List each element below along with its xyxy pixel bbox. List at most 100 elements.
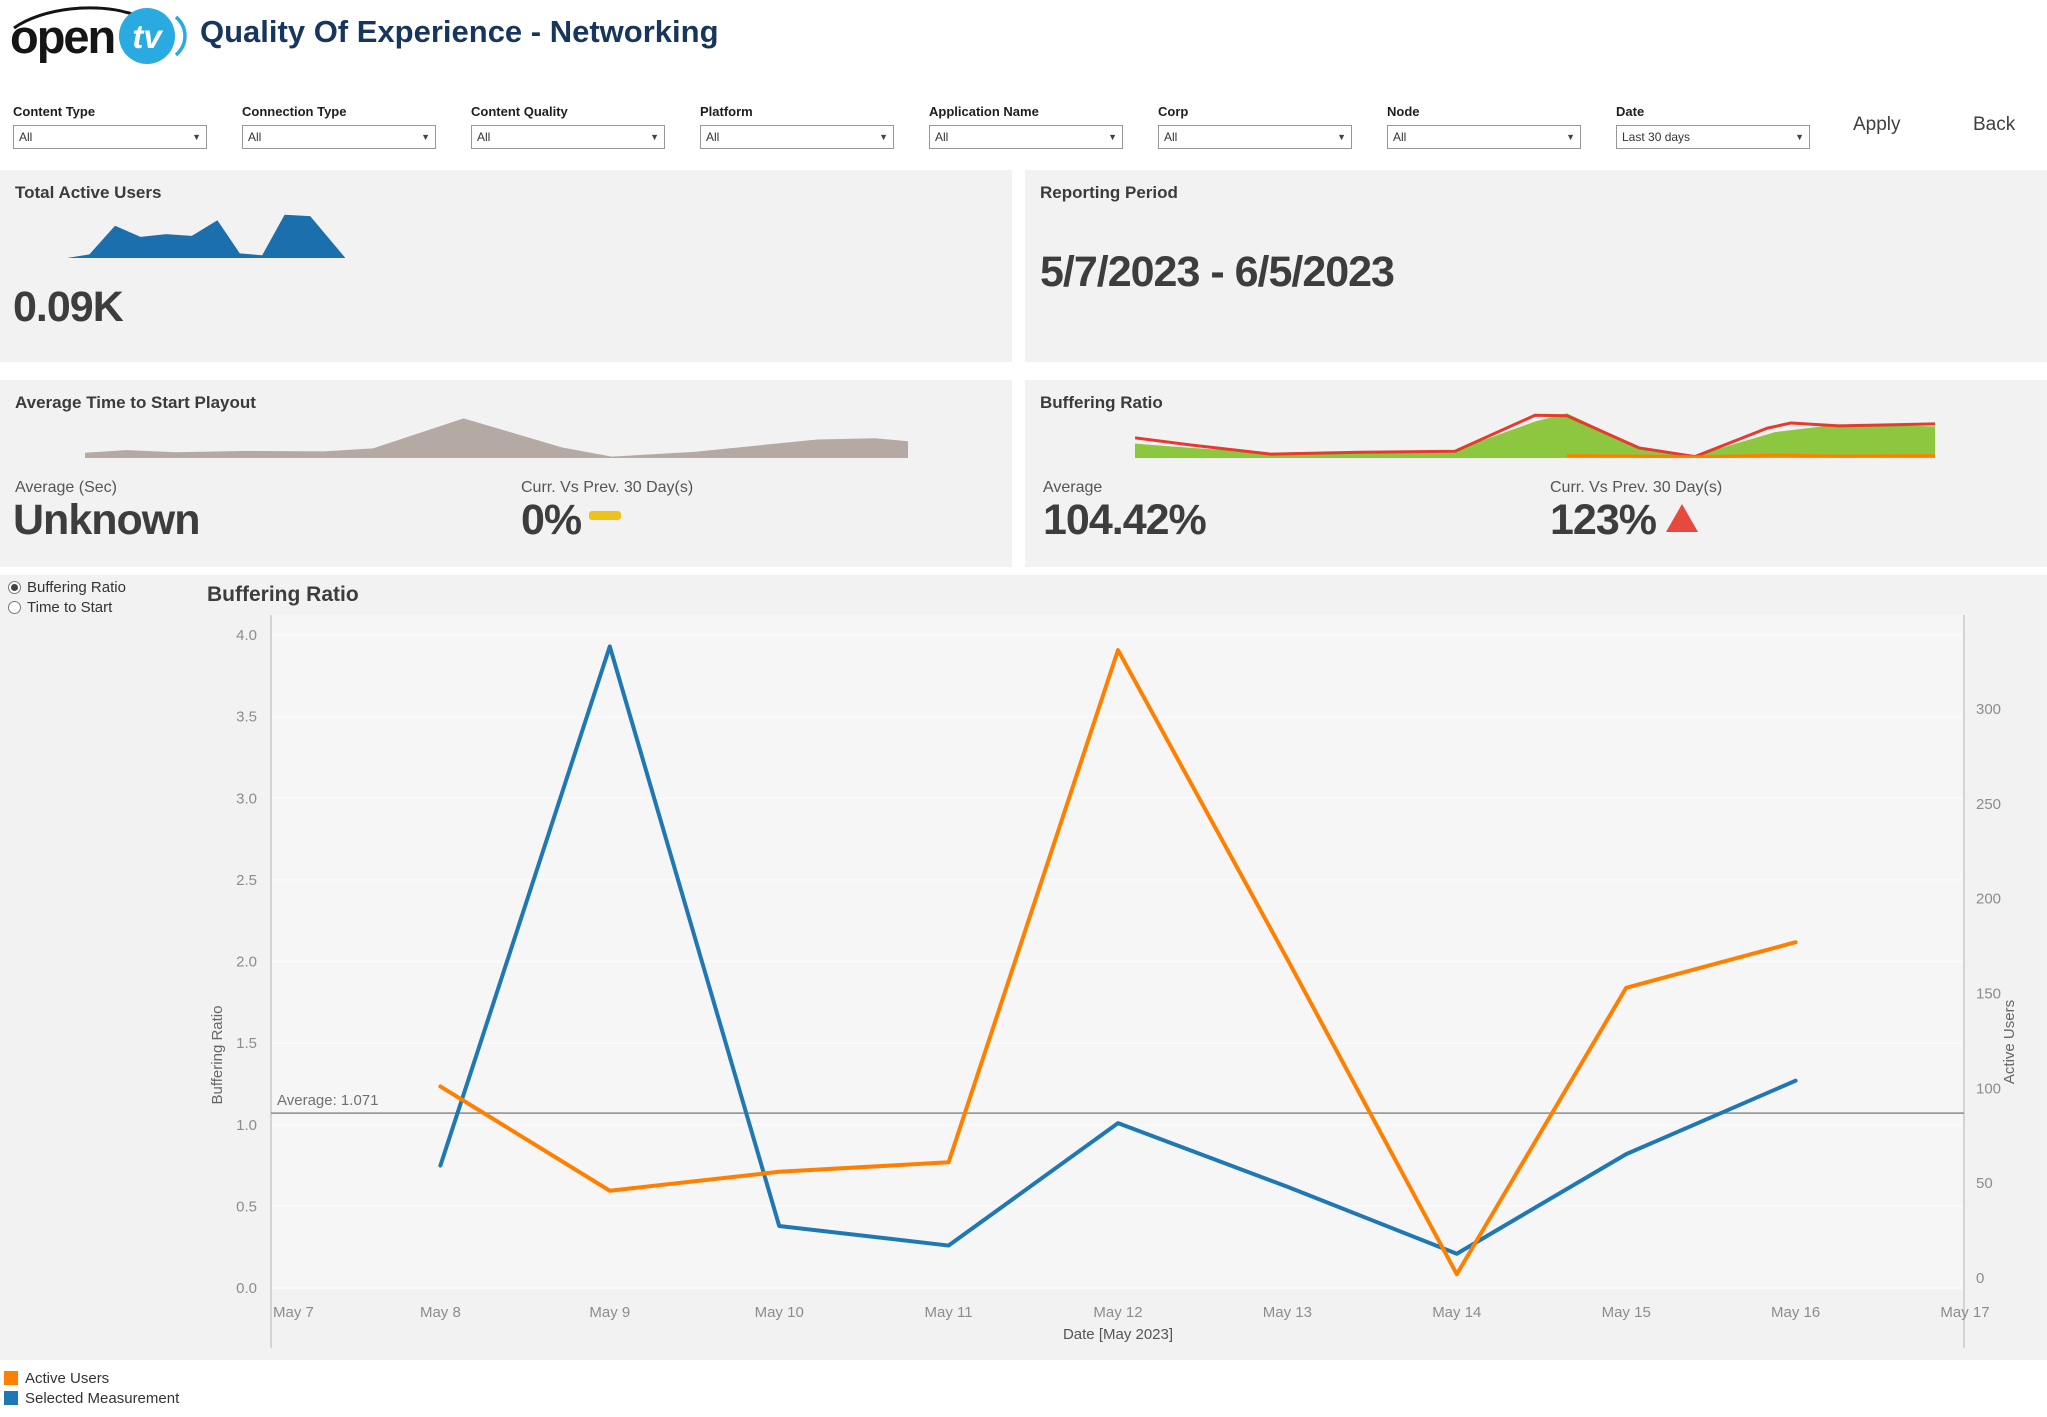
- svg-text:150: 150: [1976, 985, 2001, 1002]
- main-chart[interactable]: Average: 1.071 0.0 0.5 1.0 1.5 2.0 2.5 3.0 3.5 4.…: [0, 575, 2047, 1360]
- buffering-ratio-card: Buffering Ratio Average 104.42% Curr. Vs…: [1025, 380, 2047, 567]
- filter-dropdown[interactable]: Last 30 days ▼: [1616, 125, 1810, 149]
- filter-label: Date: [1616, 104, 1645, 119]
- svg-text:2.0: 2.0: [236, 954, 257, 971]
- filter-node: Node All ▼: [1387, 104, 1581, 149]
- chevron-down-icon: ▼: [650, 131, 659, 142]
- total-active-users-card: Total Active Users 0.09K: [0, 170, 1012, 362]
- radio-label: Buffering Ratio: [27, 578, 126, 596]
- total-active-users-sparkline: [67, 214, 375, 258]
- svg-text:May 16: May 16: [1771, 1304, 1820, 1321]
- chevron-down-icon: ▼: [192, 131, 201, 142]
- svg-text:May 17: May 17: [1940, 1304, 1989, 1321]
- filter-value: All: [706, 130, 720, 144]
- svg-text:Average: 1.071: Average: 1.071: [277, 1092, 378, 1109]
- radio-label: Time to Start: [27, 598, 113, 616]
- radio-unselected-icon[interactable]: [8, 600, 21, 614]
- opentv-logo: open tv: [8, 4, 188, 68]
- chevron-down-icon: ▼: [1795, 131, 1804, 142]
- card-title: Average Time to Start Playout: [15, 393, 256, 412]
- chevron-down-icon: ▼: [421, 131, 430, 142]
- svg-text:250: 250: [1976, 796, 2001, 813]
- flat-indicator-icon: [589, 511, 622, 520]
- curr-vs-prev-label: Curr. Vs Prev. 30 Day(s): [1550, 479, 1723, 496]
- chevron-down-icon: ▼: [1337, 131, 1346, 142]
- average-sec-value: Unknown: [13, 496, 200, 544]
- svg-text:May 14: May 14: [1432, 1304, 1481, 1321]
- svg-text:200: 200: [1976, 891, 2001, 908]
- filter-dropdown[interactable]: All ▼: [700, 125, 894, 149]
- legend-swatch-icon: [4, 1391, 18, 1405]
- logo-ring: [174, 15, 187, 57]
- filter-dropdown[interactable]: All ▼: [471, 125, 665, 149]
- filter-label: Application Name: [929, 104, 1039, 119]
- filter-corp: Corp All ▼: [1158, 104, 1352, 149]
- filter-dropdown[interactable]: All ▼: [13, 125, 207, 149]
- chart-legend: Active Users Selected Measurement: [4, 1368, 179, 1408]
- page-title: Quality Of Experience - Networking: [200, 14, 719, 49]
- chart-section: Average: 1.071 0.0 0.5 1.0 1.5 2.0 2.5 3.0 3.5 4.…: [0, 575, 2047, 1360]
- svg-text:100: 100: [1976, 1080, 2001, 1097]
- reporting-period-value: 5/7/2023 - 6/5/2023: [1040, 248, 1395, 296]
- legend-item: Selected Measurement: [4, 1388, 179, 1408]
- filter-value: All: [19, 130, 33, 144]
- filter-content-quality: Content Quality All ▼: [471, 104, 665, 149]
- time-to-start-sparkline: [85, 418, 908, 458]
- svg-text:May 12: May 12: [1093, 1304, 1142, 1321]
- chevron-down-icon: ▼: [879, 131, 888, 142]
- svg-text:1.5: 1.5: [236, 1035, 257, 1052]
- radio-time-to-start[interactable]: Time to Start: [8, 597, 126, 617]
- delta-text: 0%: [521, 496, 582, 544]
- svg-text:50: 50: [1976, 1175, 1993, 1192]
- average-label: Average: [1043, 479, 1103, 496]
- radio-buffering-ratio[interactable]: Buffering Ratio: [8, 577, 126, 597]
- svg-text:3.5: 3.5: [236, 709, 257, 726]
- curr-vs-prev-value: 123%: [1550, 496, 1698, 545]
- apply-button[interactable]: Apply: [1847, 113, 1907, 137]
- filter-dropdown[interactable]: All ▼: [242, 125, 436, 149]
- filter-value: All: [1164, 130, 1178, 144]
- svg-text:1.0: 1.0: [236, 1117, 257, 1134]
- filter-label: Corp: [1158, 104, 1189, 119]
- filter-value: All: [935, 130, 949, 144]
- svg-text:0.5: 0.5: [236, 1198, 257, 1215]
- measurement-toggle: Buffering Ratio Time to Start: [8, 577, 126, 617]
- chart-title: Buffering Ratio: [207, 583, 359, 606]
- up-triangle-icon: [1665, 504, 1698, 532]
- logo-swoosh: [13, 6, 133, 30]
- filter-label: Connection Type: [242, 104, 347, 119]
- filter-connection-type: Connection Type All ▼: [242, 104, 436, 149]
- filter-platform: Platform All ▼: [700, 104, 894, 149]
- filter-label: Node: [1387, 104, 1420, 119]
- svg-text:Buffering Ratio: Buffering Ratio: [209, 1006, 226, 1105]
- svg-text:300: 300: [1976, 701, 2001, 718]
- filter-value: Last 30 days: [1622, 130, 1691, 144]
- radio-selected-icon[interactable]: [8, 580, 21, 594]
- filter-value: All: [1393, 130, 1407, 144]
- total-active-users-value: 0.09K: [13, 283, 124, 331]
- chevron-down-icon: ▼: [1566, 131, 1575, 142]
- curr-vs-prev-label: Curr. Vs Prev. 30 Day(s): [521, 479, 694, 496]
- svg-text:May 11: May 11: [925, 1304, 973, 1321]
- avg-time-to-start-card: Average Time to Start Playout Average (S…: [0, 380, 1012, 567]
- svg-text:Date [May 2023]: Date [May 2023]: [1063, 1326, 1173, 1343]
- filter-dropdown[interactable]: All ▼: [1158, 125, 1352, 149]
- filter-dropdown[interactable]: All ▼: [1387, 125, 1581, 149]
- svg-text:May 7: May 7: [273, 1304, 314, 1321]
- svg-text:4.0: 4.0: [236, 627, 257, 644]
- filter-application-name: Application Name All ▼: [929, 104, 1123, 149]
- svg-text:0: 0: [1976, 1270, 1984, 1287]
- filter-value: All: [248, 130, 262, 144]
- svg-text:May 10: May 10: [755, 1304, 804, 1321]
- svg-text:May 13: May 13: [1263, 1304, 1312, 1321]
- filter-label: Platform: [700, 104, 753, 119]
- reporting-period-card: Reporting Period 5/7/2023 - 6/5/2023: [1025, 170, 2047, 362]
- back-button[interactable]: Back: [1967, 113, 2021, 137]
- legend-label: Active Users: [25, 1369, 110, 1387]
- filter-value: All: [477, 130, 491, 144]
- filter-dropdown[interactable]: All ▼: [929, 125, 1123, 149]
- svg-text:0.0: 0.0: [236, 1280, 257, 1297]
- card-title: Total Active Users: [15, 183, 162, 202]
- filter-content-type: Content Type All ▼: [13, 104, 207, 149]
- filter-label: Content Type: [13, 104, 96, 119]
